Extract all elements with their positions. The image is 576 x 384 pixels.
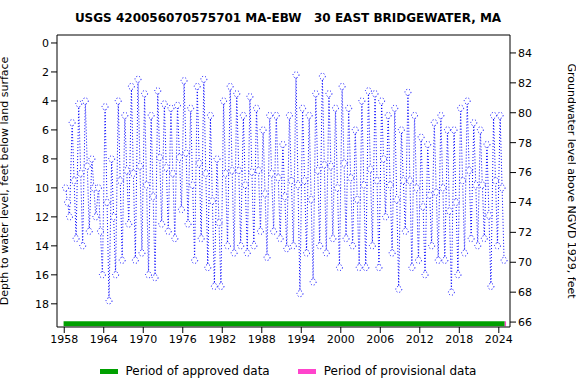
svg-text:74: 74	[518, 196, 532, 209]
svg-text:82: 82	[518, 77, 532, 90]
svg-text:66: 66	[518, 316, 532, 329]
svg-text:80: 80	[518, 107, 532, 120]
svg-text:2: 2	[42, 66, 49, 79]
svg-text:2024: 2024	[485, 333, 513, 346]
svg-text:Groundwater level above NGVD 1: Groundwater level above NGVD 1929, feet	[565, 63, 568, 299]
svg-text:4: 4	[42, 95, 49, 108]
svg-text:2018: 2018	[445, 333, 473, 346]
svg-text:1982: 1982	[208, 333, 236, 346]
svg-text:1988: 1988	[248, 333, 276, 346]
svg-text:68: 68	[518, 286, 532, 299]
svg-text:14: 14	[35, 240, 49, 253]
svg-text:2012: 2012	[406, 333, 434, 346]
svg-text:0: 0	[42, 37, 49, 50]
svg-text:1958: 1958	[50, 333, 78, 346]
svg-text:84: 84	[518, 47, 532, 60]
svg-text:18: 18	[35, 298, 49, 311]
svg-text:78: 78	[518, 137, 532, 150]
svg-text:2000: 2000	[327, 333, 355, 346]
svg-text:1970: 1970	[129, 333, 157, 346]
svg-text:76: 76	[518, 166, 532, 179]
svg-text:1994: 1994	[287, 333, 315, 346]
svg-text:1964: 1964	[90, 333, 118, 346]
html-text:Period of provisional data: Period of provisional data	[323, 364, 477, 378]
svg-text:Depth to water level, feet bel: Depth to water level, feet below land su…	[8, 56, 11, 305]
svg-text:2006: 2006	[366, 333, 394, 346]
svg-text:6: 6	[42, 124, 49, 137]
html-text:Period of approved data: Period of approved data	[125, 364, 270, 378]
svg-text:16: 16	[35, 269, 49, 282]
svg-text:8: 8	[42, 153, 49, 166]
svg-text:72: 72	[518, 226, 532, 239]
svg-text:70: 70	[518, 256, 532, 269]
svg-text:12: 12	[35, 211, 49, 224]
html-text:USGS 420056070575701 MA-EBW 30: USGS 420056070575701 MA-EBW 30 EAST BRID…	[74, 11, 502, 25]
svg-text:1976: 1976	[169, 333, 197, 346]
svg-text:10: 10	[35, 182, 49, 195]
